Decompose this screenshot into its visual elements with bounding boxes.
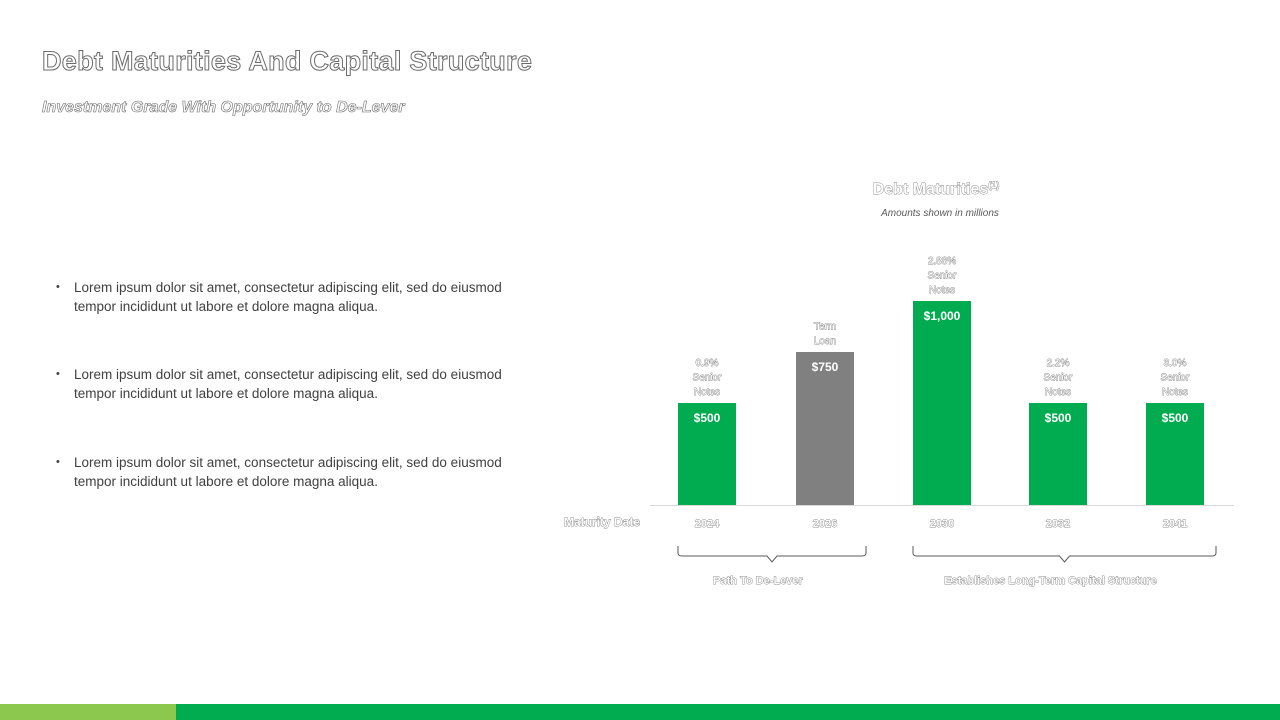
x-tick-label: 2032 <box>1046 518 1070 530</box>
slide-subtitle: Investment Grade With Opportunity to De-… <box>42 99 405 117</box>
bar <box>1029 403 1087 505</box>
x-axis-label: Maturity Date <box>564 515 640 529</box>
bar-value-label: $750 <box>812 360 839 374</box>
bar <box>796 352 854 505</box>
bar-annotation: Senior <box>1161 373 1191 384</box>
footer-accent-light <box>0 704 176 720</box>
chart-title: Debt Maturities(1) <box>873 180 1000 198</box>
bullet-item: • Lorem ipsum dolor sit amet, consectetu… <box>56 278 514 316</box>
bar-annotation: Loan <box>814 336 836 347</box>
bar-value-label: $500 <box>1045 411 1072 425</box>
bullet-marker: • <box>56 368 60 380</box>
chart-subtitle: Amounts shown in millions <box>880 208 999 219</box>
bracket-label: Path To De-Lever <box>713 575 803 587</box>
bar <box>678 403 736 505</box>
bracket-label: Establishes Long-Term Capital Structure <box>944 575 1157 587</box>
x-tick-label: 2024 <box>695 518 720 530</box>
bar-annotation: Notes <box>694 387 720 398</box>
bullet-text: Lorem ipsum dolor sit amet, consectetur … <box>74 455 502 489</box>
bar-annotation: Notes <box>1045 387 1071 398</box>
bar-annotation: 2.88% <box>928 256 956 267</box>
footer-accent-green <box>176 704 1280 720</box>
bullet-item: • Lorem ipsum dolor sit amet, consectetu… <box>56 365 514 403</box>
bar-annotation: 3.0% <box>1164 358 1187 369</box>
bar <box>1146 403 1204 505</box>
bar-annotation: Senior <box>693 373 723 384</box>
x-tick-label: 2030 <box>930 518 954 530</box>
bar-annotation: Notes <box>929 285 955 296</box>
bar-annotation: Senior <box>928 271 958 282</box>
bar-value-label: $1,000 <box>924 309 961 323</box>
bullet-item: • Lorem ipsum dolor sit amet, consectetu… <box>56 453 514 491</box>
bracket <box>677 546 867 563</box>
bar-value-label: $500 <box>1162 411 1189 425</box>
bullet-text: Lorem ipsum dolor sit amet, consectetur … <box>74 280 502 314</box>
slide-title: Debt Maturities And Capital Structure <box>41 46 533 77</box>
chart-title-superscript: (1) <box>988 180 999 190</box>
bullet-marker: • <box>56 281 60 293</box>
bracket <box>912 546 1217 563</box>
bullet-marker: • <box>56 456 60 468</box>
bullet-text: Lorem ipsum dolor sit amet, consectetur … <box>74 367 502 401</box>
bar-annotation: Senior <box>1044 373 1074 384</box>
x-tick-label: 2026 <box>813 518 837 530</box>
bar <box>913 301 971 505</box>
bar-annotation: 2.2% <box>1047 358 1070 369</box>
bar-value-label: $500 <box>694 411 721 425</box>
x-tick-label: 2041 <box>1163 518 1187 530</box>
bar-annotation: Notes <box>1162 387 1188 398</box>
bar-annotation: Term <box>814 322 836 333</box>
bar-annotation: 0.9% <box>696 358 719 369</box>
